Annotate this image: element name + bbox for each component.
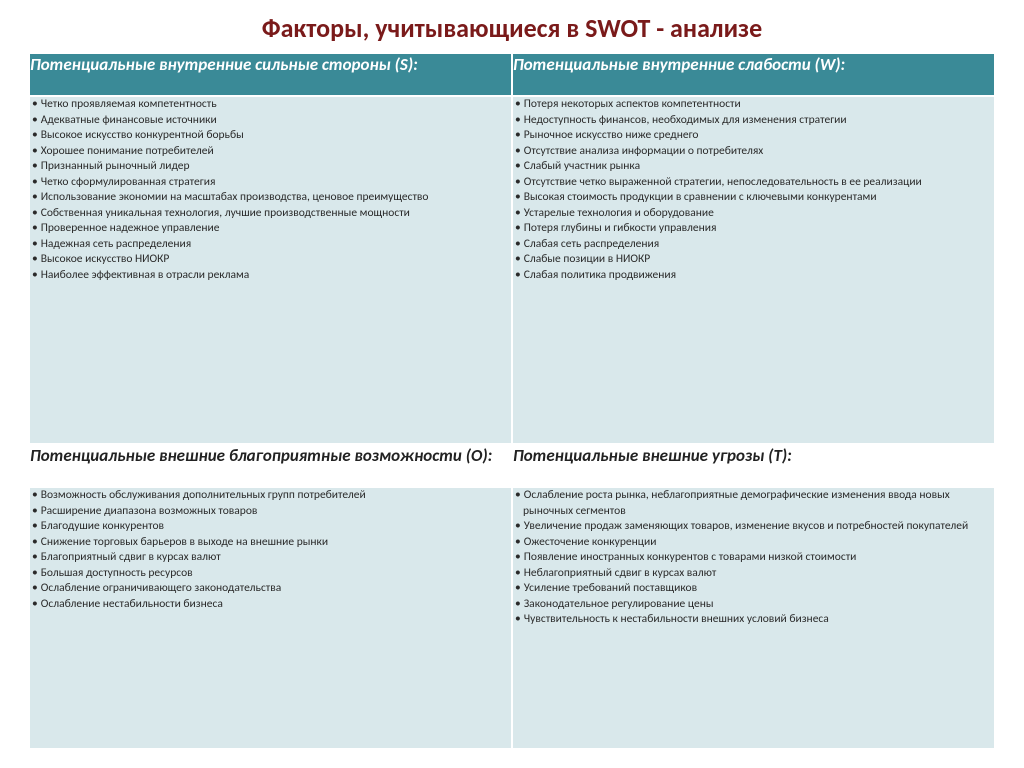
- list-item: Появление иностранных конкурентов с това…: [513, 550, 994, 566]
- list-item: Хорошее понимание потребителей: [30, 144, 511, 160]
- list-item: Большая доступность ресурсов: [30, 566, 511, 582]
- list-item: Слабая сеть распределения: [513, 237, 994, 253]
- slide-title: Факторы, учитывающиеся в SWOT - анализе: [28, 12, 996, 44]
- list-item: Благоприятный сдвиг в курсах валют: [30, 550, 511, 566]
- list-item: Увеличение продаж заменяющих товаров, из…: [513, 519, 994, 535]
- list-item: Отсутствие анализа информации о потребит…: [513, 144, 994, 160]
- cell-opportunities: Возможность обслуживания дополнительных …: [29, 487, 512, 749]
- list-item: Усиление требований поставщиков: [513, 581, 994, 597]
- list-item: Ожесточение конкуренции: [513, 535, 994, 551]
- list-item: Высокое искусство НИОКР: [30, 252, 511, 268]
- list-item: Проверенное надежное управление: [30, 221, 511, 237]
- list-item: Чувствительность к нестабильности внешни…: [513, 612, 994, 628]
- list-threats: Ослабление роста рынка, неблагоприятные …: [513, 488, 994, 628]
- header-weaknesses: Потенциальные внутренние слабости (W):: [512, 53, 995, 96]
- list-item: Благодушие конкурентов: [30, 519, 511, 535]
- header-strengths: Потенциальные внутренние сильные стороны…: [29, 53, 512, 96]
- list-strengths: Четко проявляемая компетентностьАдекватн…: [30, 97, 511, 283]
- list-item: Ослабление роста рынка, неблагоприятные …: [513, 488, 994, 519]
- list-item: Законодательное регулирование цены: [513, 597, 994, 613]
- cell-strengths: Четко проявляемая компетентностьАдекватн…: [29, 96, 512, 444]
- cell-threats: Ослабление роста рынка, неблагоприятные …: [512, 487, 995, 749]
- list-item: Признанный рыночный лидер: [30, 159, 511, 175]
- list-item: Ослабление ограничивающего законодательс…: [30, 581, 511, 597]
- list-weaknesses: Потеря некоторых аспектов компетентности…: [513, 97, 994, 283]
- list-item: Расширение диапазона возможных товаров: [30, 504, 511, 520]
- list-item: Надежная сеть распределения: [30, 237, 511, 253]
- list-item: Возможность обслуживания дополнительных …: [30, 488, 511, 504]
- list-item: Наиболее эффективная в отрасли реклама: [30, 268, 511, 284]
- list-item: Отсутствие четко выраженной стратегии, н…: [513, 175, 994, 191]
- list-item: Использование экономии на масштабах прои…: [30, 190, 511, 206]
- list-item: Рыночное искусство ниже среднего: [513, 128, 994, 144]
- header-threats: Потенциальные внешние угрозы (Т):: [512, 444, 995, 487]
- list-item: Четко сформулированная стратегия: [30, 175, 511, 191]
- list-item: Недоступность финансов, необходимых для …: [513, 113, 994, 129]
- list-item: Устарелые технология и оборудование: [513, 206, 994, 222]
- list-item: Собственная уникальная технология, лучши…: [30, 206, 511, 222]
- list-item: Слабые позиции в НИОКР: [513, 252, 994, 268]
- list-item: Высокое искусство конкурентной борьбы: [30, 128, 511, 144]
- list-item: Неблагоприятный сдвиг в курсах валют: [513, 566, 994, 582]
- header-opportunities: Потенциальные внешние благоприятные возм…: [29, 444, 512, 487]
- list-item: Слабая политика продвижения: [513, 268, 994, 284]
- swot-table: Потенциальные внутренние сильные стороны…: [28, 52, 996, 750]
- list-item: Потеря некоторых аспектов компетентности: [513, 97, 994, 113]
- list-item: Потеря глубины и гибкости управления: [513, 221, 994, 237]
- list-item: Высокая стоимость продукции в сравнении …: [513, 190, 994, 206]
- list-item: Четко проявляемая компетентность: [30, 97, 511, 113]
- list-item: Адекватные финансовые источники: [30, 113, 511, 129]
- list-opportunities: Возможность обслуживания дополнительных …: [30, 488, 511, 612]
- list-item: Ослабление нестабильности бизнеса: [30, 597, 511, 613]
- list-item: Слабый участник рынка: [513, 159, 994, 175]
- list-item: Снижение торговых барьеров в выходе на в…: [30, 535, 511, 551]
- cell-weaknesses: Потеря некоторых аспектов компетентности…: [512, 96, 995, 444]
